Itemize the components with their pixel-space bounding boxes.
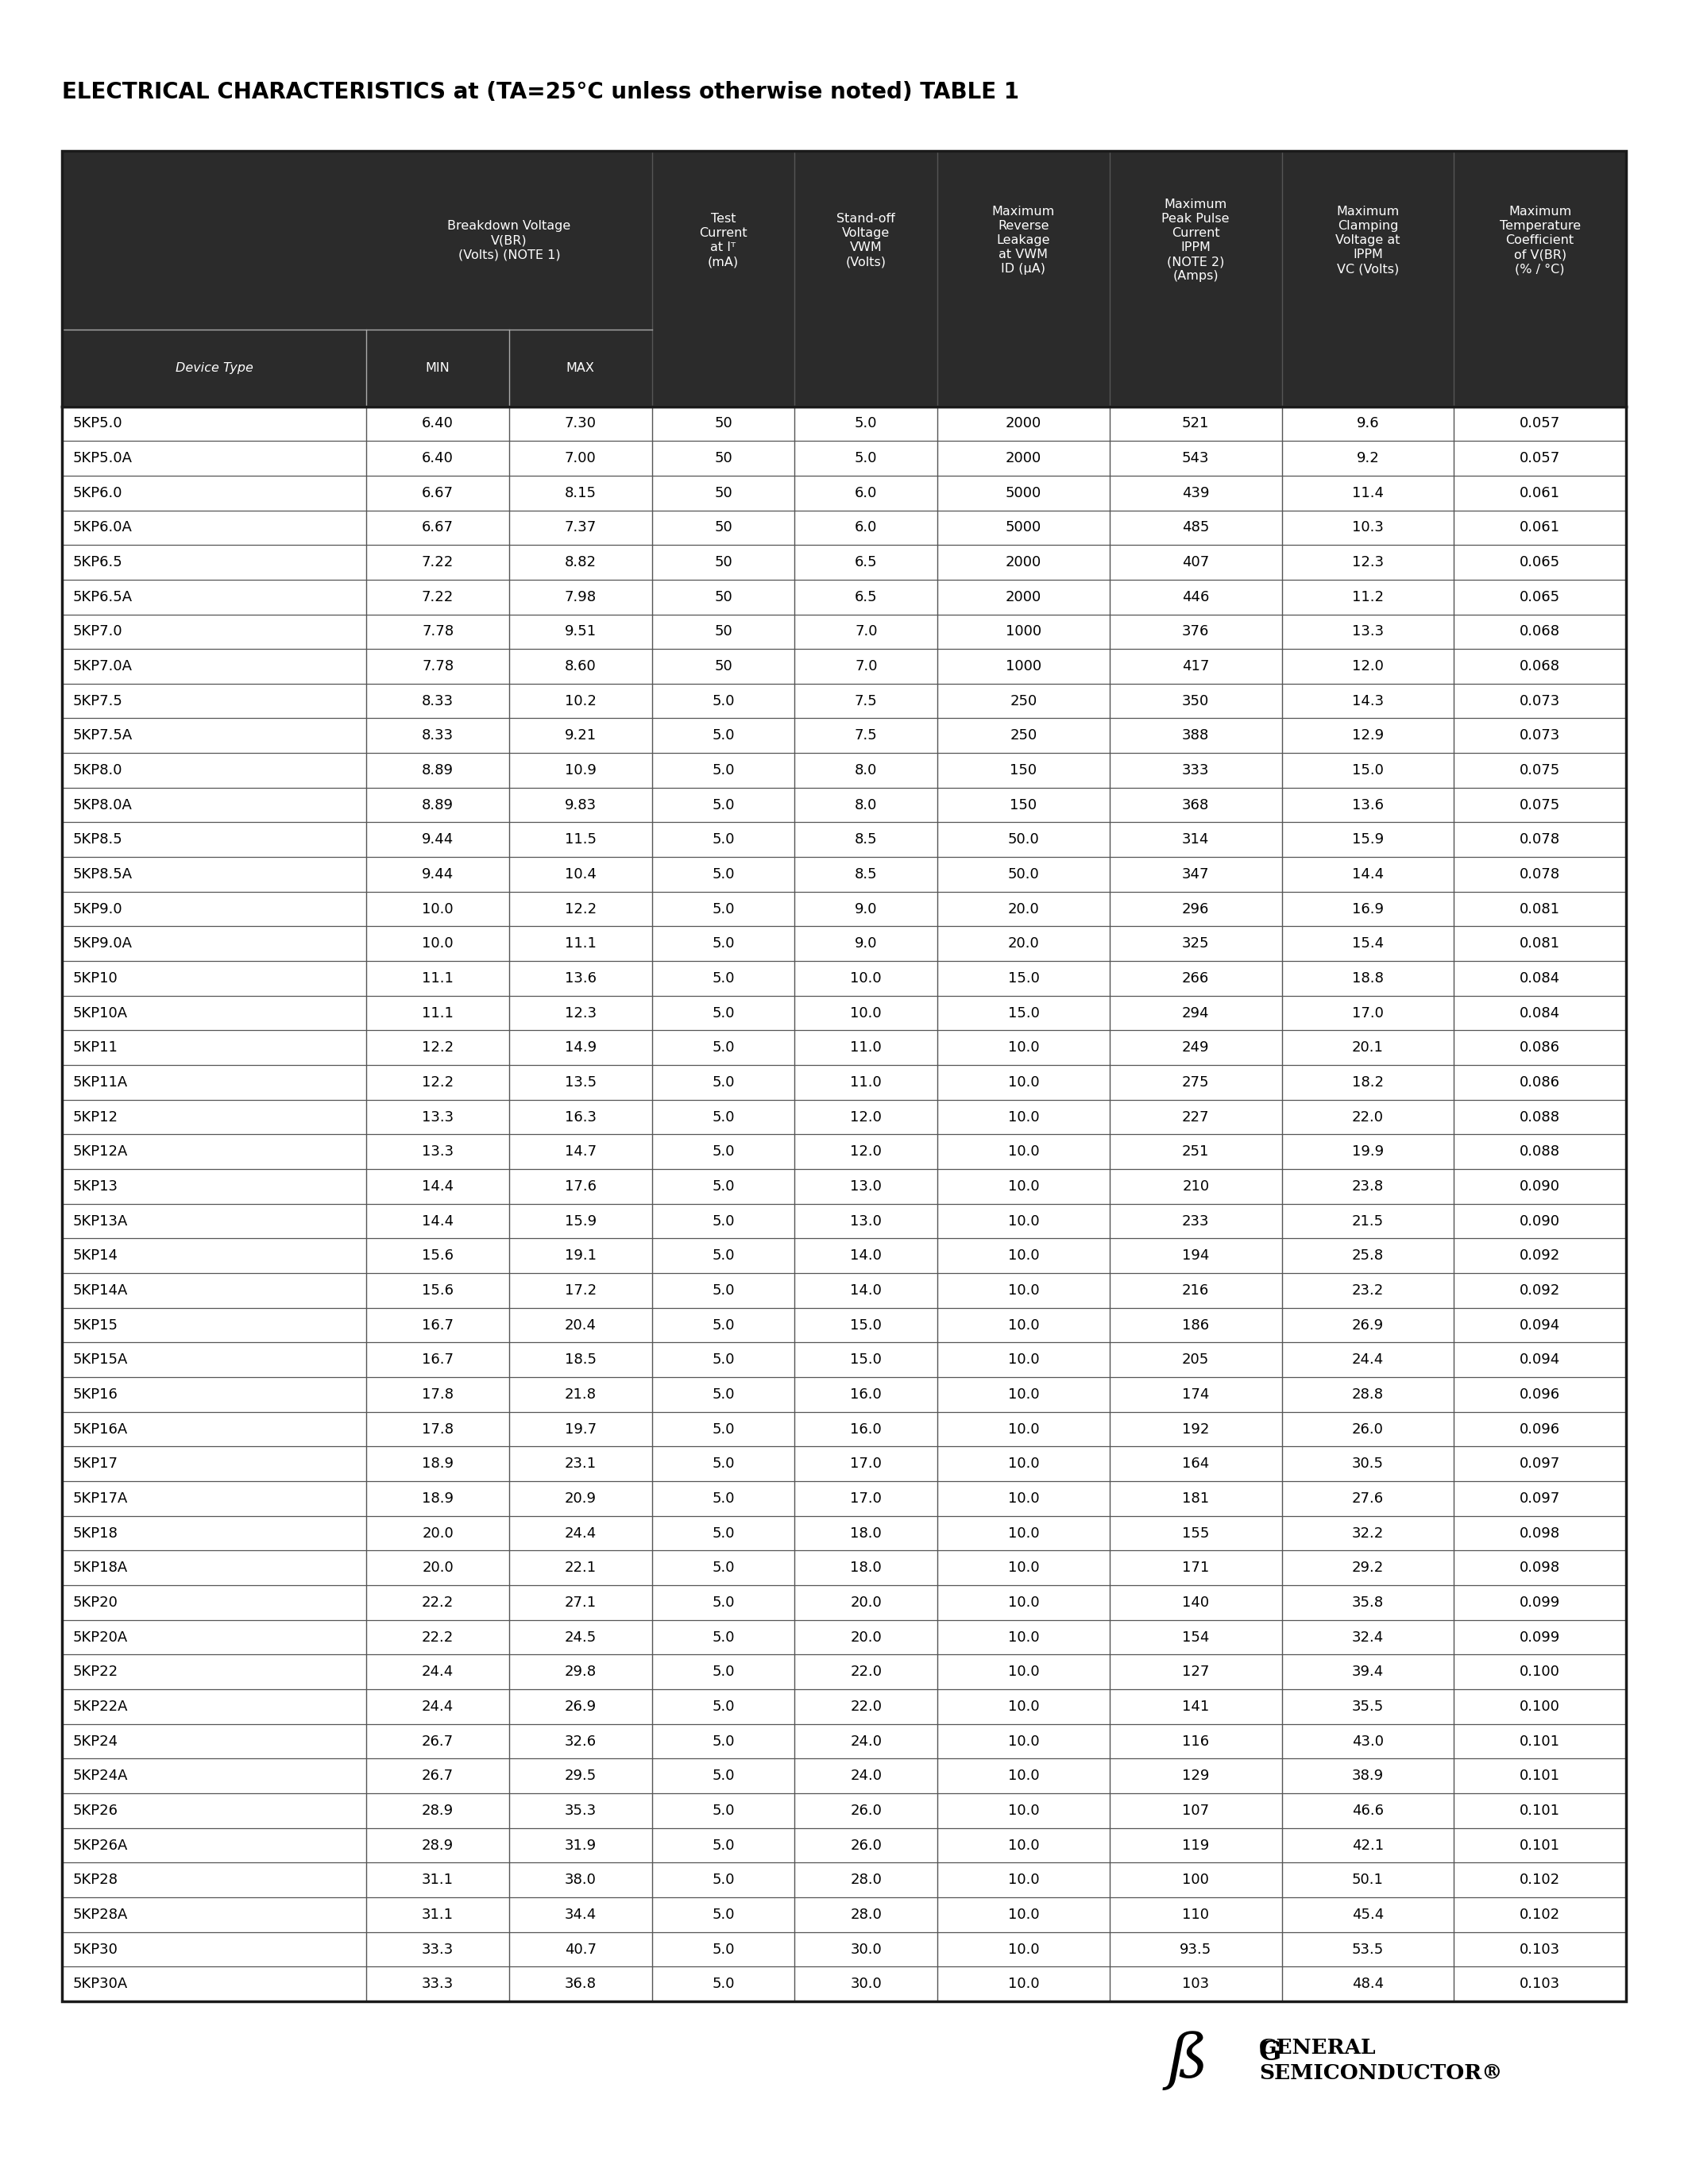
Text: 15.0: 15.0 [851,1317,881,1332]
Text: 5KP6.5: 5KP6.5 [73,555,123,570]
Text: 0.073: 0.073 [1519,695,1560,708]
Text: 5.0: 5.0 [712,1387,734,1402]
Text: 10.0: 10.0 [1008,1562,1040,1575]
Text: 10.2: 10.2 [565,695,596,708]
Text: 0.065: 0.065 [1519,555,1560,570]
Text: 0.088: 0.088 [1519,1109,1560,1125]
Text: 5.0: 5.0 [712,1562,734,1575]
Text: 34.4: 34.4 [564,1907,596,1922]
Text: 28.9: 28.9 [422,1804,454,1817]
Text: 5KP15A: 5KP15A [73,1352,128,1367]
Text: 11.1: 11.1 [422,972,454,985]
Text: 10.0: 10.0 [1008,1144,1040,1160]
Text: 5.0: 5.0 [712,1284,734,1297]
Text: 110: 110 [1182,1907,1209,1922]
Text: 5.0: 5.0 [712,1699,734,1714]
Text: 5KP6.0A: 5KP6.0A [73,520,133,535]
Text: 127: 127 [1182,1664,1209,1679]
Text: Test
Current
at Iᵀ
(mA): Test Current at Iᵀ (mA) [699,212,748,269]
Text: 17.8: 17.8 [422,1387,454,1402]
Text: 333: 333 [1182,762,1209,778]
Text: Maximum
Peak Pulse
Current
IPPM
(NOTE 2)
(Amps): Maximum Peak Pulse Current IPPM (NOTE 2)… [1161,199,1229,282]
Text: 5.0: 5.0 [712,1007,734,1020]
Text: 24.4: 24.4 [1352,1352,1384,1367]
Text: 5.0: 5.0 [712,762,734,778]
Text: 10.0: 10.0 [1008,1422,1040,1437]
Text: 8.15: 8.15 [564,485,596,500]
Text: 10.0: 10.0 [1008,1317,1040,1332]
Text: 417: 417 [1182,660,1209,673]
Text: 5KP7.5: 5KP7.5 [73,695,123,708]
Text: 14.3: 14.3 [1352,695,1384,708]
Text: 10.3: 10.3 [1352,520,1384,535]
Text: 5KP13: 5KP13 [73,1179,118,1195]
Text: 5.0: 5.0 [712,1317,734,1332]
Text: 250: 250 [1009,729,1036,743]
Text: 7.5: 7.5 [854,729,878,743]
Text: 446: 446 [1182,590,1209,605]
Text: 5.0: 5.0 [712,1249,734,1262]
Text: 10.0: 10.0 [1008,1977,1040,1992]
Text: 350: 350 [1182,695,1209,708]
Text: 5KP7.5A: 5KP7.5A [73,729,133,743]
Text: 7.5: 7.5 [854,695,878,708]
Text: 20.0: 20.0 [1008,902,1040,917]
Text: 5KP22A: 5KP22A [73,1699,128,1714]
Text: 5KP10: 5KP10 [73,972,118,985]
Text: 5.0: 5.0 [712,695,734,708]
Text: 5.0: 5.0 [712,729,734,743]
Text: 50: 50 [714,625,733,638]
Text: 15.0: 15.0 [851,1352,881,1367]
Text: 36.8: 36.8 [564,1977,596,1992]
Text: 10.0: 10.0 [1008,1109,1040,1125]
Text: 16.9: 16.9 [1352,902,1384,917]
Text: 150: 150 [1009,762,1036,778]
Text: 21.8: 21.8 [564,1387,596,1402]
Text: 15.4: 15.4 [1352,937,1384,950]
Text: 26.7: 26.7 [422,1734,454,1749]
Text: 5.0: 5.0 [712,1352,734,1367]
Text: 174: 174 [1182,1387,1209,1402]
Text: 9.2: 9.2 [1357,452,1379,465]
Text: 16.7: 16.7 [422,1352,454,1367]
Text: 9.6: 9.6 [1357,417,1379,430]
Text: 45.4: 45.4 [1352,1907,1384,1922]
Text: 93.5: 93.5 [1180,1942,1212,1957]
Text: 53.5: 53.5 [1352,1942,1384,1957]
Text: 5.0: 5.0 [712,832,734,847]
Text: 28.9: 28.9 [422,1839,454,1852]
Text: 7.30: 7.30 [564,417,596,430]
Text: 15.9: 15.9 [1352,832,1384,847]
Text: 2000: 2000 [1006,555,1041,570]
Text: 26.0: 26.0 [851,1839,881,1852]
Text: 407: 407 [1182,555,1209,570]
Text: 12.0: 12.0 [851,1109,881,1125]
Text: 10.0: 10.0 [1008,1699,1040,1714]
Text: ELECTRICAL CHARACTERISTICS at (TA=25°C unless otherwise noted) TABLE 1: ELECTRICAL CHARACTERISTICS at (TA=25°C u… [62,81,1020,103]
Text: 194: 194 [1182,1249,1209,1262]
Text: 30.5: 30.5 [1352,1457,1384,1472]
Text: 5KP18A: 5KP18A [73,1562,128,1575]
Text: Breakdown Voltage
V(BR)
(Volts) (NOTE 1): Breakdown Voltage V(BR) (Volts) (NOTE 1) [447,221,571,260]
Text: 0.094: 0.094 [1519,1317,1560,1332]
Text: 12.3: 12.3 [1352,555,1384,570]
Text: 0.099: 0.099 [1519,1629,1560,1645]
Text: 8.5: 8.5 [854,867,878,882]
Text: 7.0: 7.0 [854,625,878,638]
Text: 11.5: 11.5 [564,832,596,847]
Text: 296: 296 [1182,902,1209,917]
Text: 33.3: 33.3 [422,1942,454,1957]
Text: 5.0: 5.0 [712,1734,734,1749]
Text: 31.1: 31.1 [422,1907,454,1922]
Text: 0.094: 0.094 [1519,1352,1560,1367]
Text: 5KP28: 5KP28 [73,1874,118,1887]
Text: 10.0: 10.0 [1008,1769,1040,1782]
Text: 13.3: 13.3 [422,1144,454,1160]
Text: 5KP7.0A: 5KP7.0A [73,660,133,673]
Text: 5.0: 5.0 [712,1040,734,1055]
Text: 5.0: 5.0 [712,1664,734,1679]
Text: 6.40: 6.40 [422,452,454,465]
Text: 0.090: 0.090 [1519,1179,1560,1195]
Text: 11.2: 11.2 [1352,590,1384,605]
Text: 16.7: 16.7 [422,1317,454,1332]
